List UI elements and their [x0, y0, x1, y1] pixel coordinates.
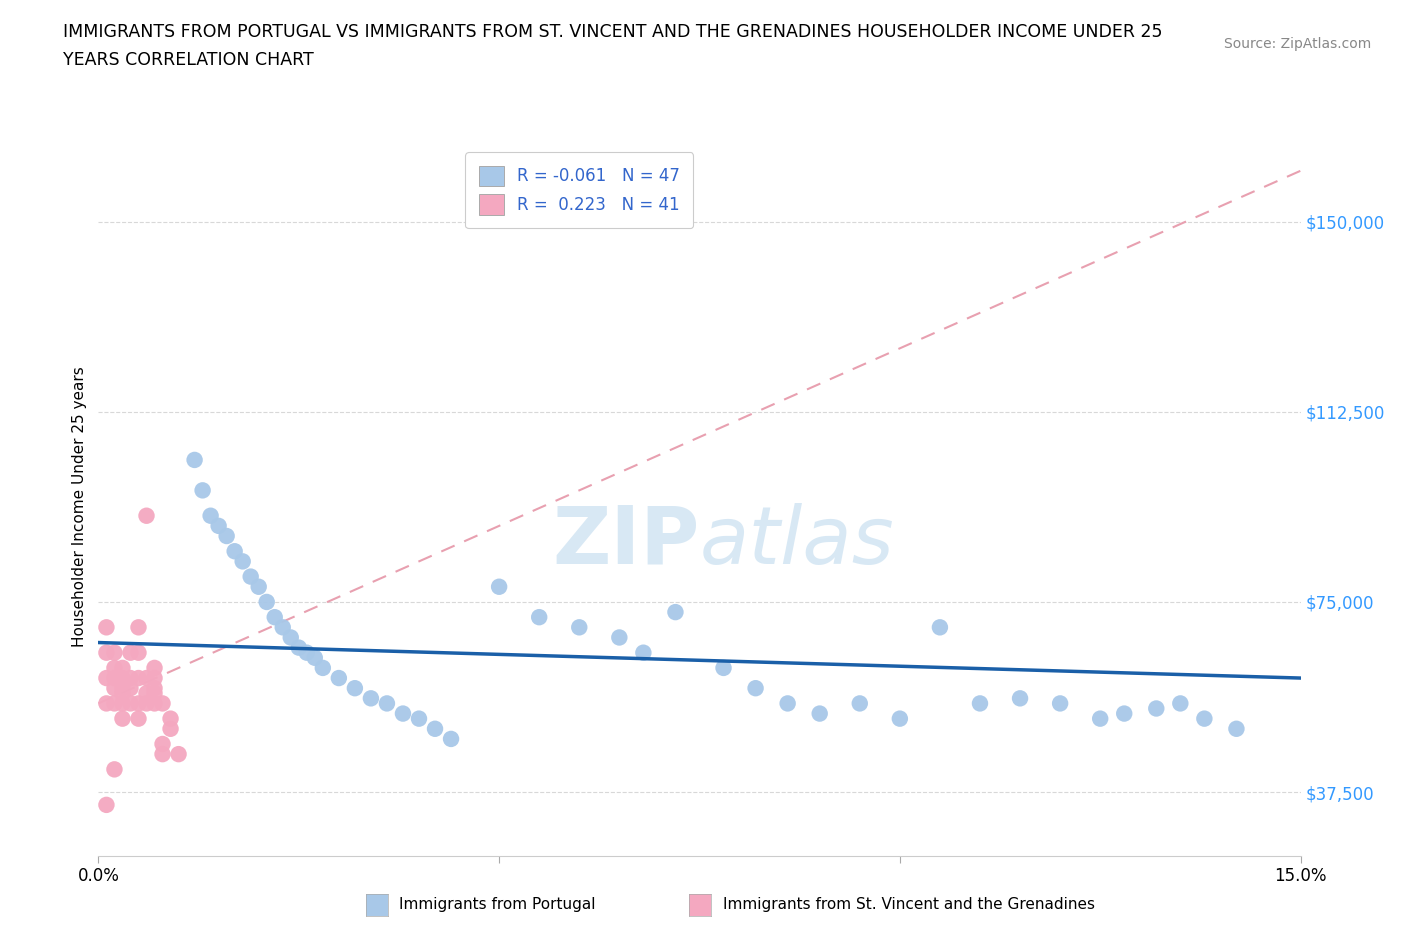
Point — [152, 696, 174, 711]
Point — [295, 645, 318, 660]
Point — [239, 569, 262, 584]
Point — [120, 696, 142, 711]
Point — [929, 620, 952, 635]
Point — [152, 747, 174, 762]
Point — [103, 681, 125, 696]
Point — [304, 650, 326, 665]
Text: atlas: atlas — [699, 503, 894, 580]
Point — [152, 737, 174, 751]
Point — [120, 671, 142, 685]
Point — [664, 604, 686, 619]
Point — [143, 671, 166, 685]
Point — [128, 671, 150, 685]
Point — [143, 696, 166, 711]
Point — [103, 671, 125, 685]
Point — [808, 706, 831, 721]
Point — [103, 762, 125, 777]
Point — [1170, 696, 1192, 711]
Point — [744, 681, 766, 696]
Point — [111, 711, 134, 726]
Point — [167, 747, 190, 762]
Point — [568, 620, 591, 635]
Point — [408, 711, 430, 726]
Point — [343, 681, 366, 696]
Point — [111, 671, 134, 685]
Point — [889, 711, 911, 726]
Text: IMMIGRANTS FROM PORTUGAL VS IMMIGRANTS FROM ST. VINCENT AND THE GRENADINES HOUSE: IMMIGRANTS FROM PORTUGAL VS IMMIGRANTS F… — [63, 23, 1163, 41]
Point — [208, 518, 231, 533]
Point — [392, 706, 415, 721]
Point — [360, 691, 382, 706]
Text: YEARS CORRELATION CHART: YEARS CORRELATION CHART — [63, 51, 314, 69]
Point — [849, 696, 872, 711]
Point — [128, 645, 150, 660]
Point — [224, 544, 246, 559]
Point — [713, 660, 735, 675]
Point — [969, 696, 991, 711]
Text: ZIP: ZIP — [553, 503, 699, 580]
Point — [111, 685, 134, 700]
Point — [1114, 706, 1136, 721]
Point — [440, 732, 463, 747]
Point — [159, 722, 181, 737]
Point — [1144, 701, 1167, 716]
Point — [103, 696, 125, 711]
Point — [103, 660, 125, 675]
Point — [1049, 696, 1071, 711]
Point — [312, 660, 335, 675]
Point — [135, 509, 157, 524]
Point — [288, 640, 311, 655]
Point — [1088, 711, 1111, 726]
Point — [256, 594, 278, 609]
Point — [423, 722, 446, 737]
Point — [1010, 691, 1032, 706]
Point — [143, 685, 166, 700]
Point — [159, 711, 181, 726]
Point — [280, 630, 302, 644]
Point — [135, 696, 157, 711]
Point — [96, 696, 118, 711]
Point — [200, 509, 222, 524]
Point — [111, 696, 134, 711]
Point — [609, 630, 631, 644]
Point — [120, 645, 142, 660]
Point — [135, 671, 157, 685]
Text: Immigrants from St. Vincent and the Grenadines: Immigrants from St. Vincent and the Gren… — [723, 897, 1095, 912]
Point — [103, 645, 125, 660]
Point — [776, 696, 799, 711]
Point — [96, 645, 118, 660]
Point — [191, 483, 214, 498]
Point — [96, 797, 118, 812]
Point — [1225, 722, 1247, 737]
Point — [183, 453, 205, 468]
Point — [111, 660, 134, 675]
Point — [375, 696, 398, 711]
Point — [1194, 711, 1216, 726]
Point — [247, 579, 270, 594]
Y-axis label: Householder Income Under 25 years: Householder Income Under 25 years — [72, 366, 87, 647]
Point — [529, 610, 551, 625]
Point — [232, 554, 254, 569]
Point — [128, 696, 150, 711]
Point — [215, 528, 238, 543]
Point — [128, 711, 150, 726]
Point — [271, 620, 294, 635]
Point — [263, 610, 285, 625]
Legend: R = -0.061   N = 47, R =  0.223   N = 41: R = -0.061 N = 47, R = 0.223 N = 41 — [465, 153, 693, 228]
Point — [128, 620, 150, 635]
Text: Source: ZipAtlas.com: Source: ZipAtlas.com — [1223, 37, 1371, 51]
Point — [111, 681, 134, 696]
Point — [488, 579, 510, 594]
Point — [328, 671, 350, 685]
Point — [633, 645, 655, 660]
Point — [143, 660, 166, 675]
Point — [96, 671, 118, 685]
Text: Immigrants from Portugal: Immigrants from Portugal — [399, 897, 596, 912]
Point — [120, 681, 142, 696]
Point — [135, 685, 157, 700]
Point — [143, 681, 166, 696]
Point — [96, 620, 118, 635]
